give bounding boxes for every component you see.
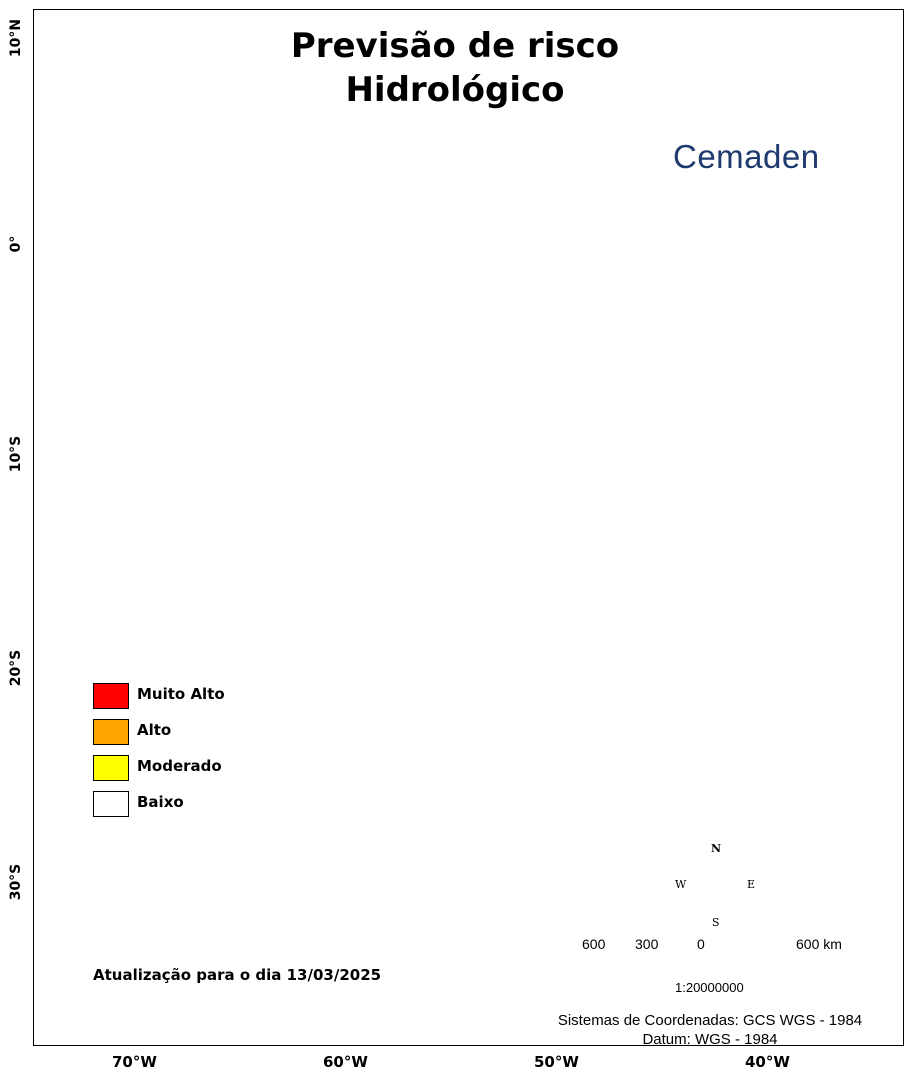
compass-north-label: N [711, 842, 722, 855]
scale-ratio: 1:20000000 [675, 980, 744, 995]
lat-label-10n: 10°N [8, 18, 24, 58]
lat-label-10s: 10°S [8, 435, 24, 473]
lon-label-50w: 50°W [534, 1053, 579, 1071]
crs-line: Sistemas de Coordenadas: GCS WGS - 1984 [557, 1012, 863, 1029]
compass-east-label: E [747, 878, 756, 891]
logo-wordmark: Cemaden [673, 138, 820, 175]
legend-swatch [93, 755, 129, 781]
coordinate-system-info: Sistemas de Coordenadas: GCS WGS - 1984 … [520, 1011, 900, 1049]
lon-label-40w: 40°W [745, 1053, 790, 1071]
scale-label-600-km: 600 km [796, 936, 842, 952]
lon-label-60w: 60°W [323, 1053, 368, 1071]
scale-label-300: 300 [635, 936, 659, 952]
compass-south-label: S [712, 916, 720, 929]
datum-line: Datum: WGS - 1984 [642, 1031, 778, 1048]
lon-label-70w: 70°W [112, 1053, 157, 1071]
legend-label: Alto [137, 721, 172, 739]
update-date: Atualização para o dia 13/03/2025 [93, 966, 382, 984]
lat-label-20s: 20°S [8, 649, 24, 687]
legend-label: Muito Alto [137, 685, 225, 703]
legend-swatch [93, 791, 129, 817]
scale-label-600-left: 600 [582, 936, 606, 952]
lat-label-30s: 30°S [8, 863, 24, 901]
legend-swatch [93, 719, 129, 745]
map-title: Previsão de risco Hidrológico [230, 24, 680, 112]
legend-label: Moderado [137, 757, 222, 775]
map-frame [33, 9, 904, 1046]
title-line-2: Hidrológico [345, 70, 565, 110]
title-line-1: Previsão de risco [290, 26, 620, 66]
scale-label-0: 0 [697, 936, 705, 952]
compass-west-label: W [675, 878, 687, 891]
legend-swatch [93, 683, 129, 709]
lat-label-0: 0° [8, 235, 24, 253]
legend-label: Baixo [137, 793, 184, 811]
